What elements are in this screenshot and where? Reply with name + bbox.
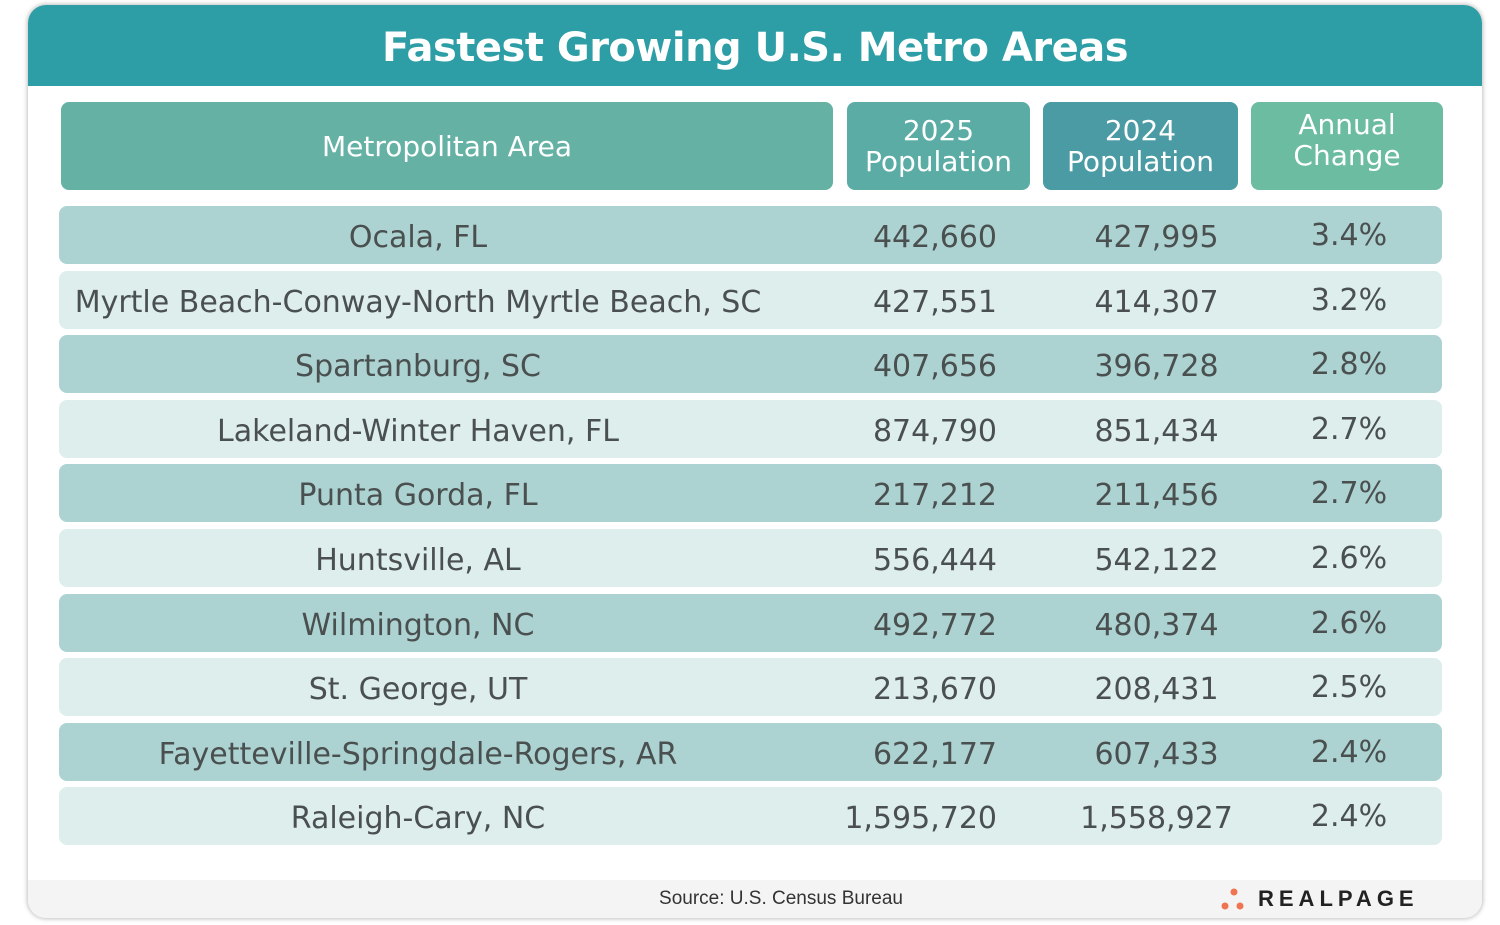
annual-change-cell: 2.6% [1310,605,1388,641]
header-annual-change: Annual Change [1251,102,1443,190]
header-label: Metropolitan Area [321,129,573,163]
table-row: Spartanburg, SC 407,656 396,728 2.8% [59,335,1442,394]
population-2025-cell: 213,670 [872,672,997,708]
metro-area-cell: Lakeland-Winter Haven, FL [217,413,619,449]
metro-area-cell: Raleigh-Cary, NC [290,801,546,837]
population-2024-cell: 480,374 [1094,607,1219,643]
metro-area-cell: Ocala, FL [348,220,488,255]
annual-change-cell: 3.4% [1310,218,1388,253]
metro-area-cell: Fayetteville-Springdale-Rogers, AR [158,736,678,772]
population-2024-cell: 607,433 [1094,736,1219,772]
population-2025-cell: 1,595,720 [844,801,997,837]
population-2025-cell: 442,660 [872,220,997,255]
metro-area-cell: Wilmington, NC [301,607,535,643]
annual-change-cell: 2.8% [1310,347,1388,383]
metro-area-cell: Myrtle Beach-Conway-North Myrtle Beach, … [74,284,762,320]
header-metropolitan-area: Metropolitan Area [61,102,833,190]
header-label: Population [864,145,1013,178]
table-row: Lakeland-Winter Haven, FL 874,790 851,434 2… [59,399,1442,458]
population-2025-cell: 874,790 [872,413,997,449]
annual-change-cell: 2.5% [1310,670,1388,706]
header-2025-population: 2025 Population [847,102,1030,190]
population-2025-cell: 427,551 [872,284,997,320]
source-note: Source: U.S. Census Bureau [659,888,903,909]
table-row: Raleigh-Cary, NC 1,595,720 1,558,927 2.4% [59,787,1442,846]
header-label: 2024 [1104,114,1177,147]
header-2024-population: 2024 Population [1043,102,1238,190]
population-2024-cell: 396,728 [1094,349,1219,385]
population-2025-cell: 407,656 [872,349,997,385]
logo-text: REALPAGE [1258,886,1419,911]
population-2025-cell: 217,212 [872,478,997,514]
annual-change-cell: 2.7% [1310,476,1388,512]
population-2025-cell: 492,772 [872,607,997,643]
table-row: Punta Gorda, FL 217,212 211,456 2.7% [59,464,1442,523]
table-row: Wilmington, NC 492,772 480,374 2.6% [59,593,1442,652]
table-row: St. George, UT 213,670 208,431 2.5% [59,658,1442,717]
table-row: Fayetteville-Springdale-Rogers, AR 622,17… [59,722,1442,781]
logo-dots-icon [1221,888,1244,910]
population-2025-cell: 622,177 [872,736,997,772]
header-label: Change [1293,139,1401,172]
table-row: Huntsville, AL 556,444 542,122 2.6% [59,529,1442,587]
header-label: Annual [1298,108,1396,141]
table-row: Myrtle Beach-Conway-North Myrtle Beach, … [59,270,1442,329]
population-2024-cell: 414,307 [1094,284,1219,320]
metro-area-cell: St. George, UT [308,672,528,708]
page-title: Fastest Growing U.S. Metro Areas [28,5,1482,86]
population-2024-cell: 427,995 [1094,220,1219,255]
metro-area-cell: Spartanburg, SC [295,349,541,385]
header-label: Population [1066,145,1215,178]
population-2024-cell: 211,456 [1094,478,1219,514]
population-2024-cell: 1,558,927 [1080,801,1233,837]
header-label: 2025 [902,114,975,147]
infographic-card: Fastest Growing U.S. Metro Areas Metropo… [28,5,1482,918]
annual-change-cell: 2.6% [1310,541,1388,576]
population-2024-cell: 542,122 [1094,543,1219,578]
population-2024-cell: 851,434 [1094,413,1219,449]
metro-area-cell: Punta Gorda, FL [298,478,538,514]
table-row: Ocala, FL 442,660 427,995 3.4% [59,206,1442,264]
annual-change-cell: 2.7% [1310,411,1388,447]
annual-change-cell: 2.4% [1310,734,1388,770]
annual-change-cell: 3.2% [1310,282,1388,318]
population-2025-cell: 556,444 [872,543,997,578]
realpage-logo: REALPAGE [1220,884,1419,914]
metro-area-cell: Huntsville, AL [315,543,521,578]
footer: Source: U.S. Census Bureau REALPAGE [28,880,1482,918]
annual-change-cell: 2.4% [1310,799,1388,835]
population-2024-cell: 208,431 [1094,672,1219,708]
